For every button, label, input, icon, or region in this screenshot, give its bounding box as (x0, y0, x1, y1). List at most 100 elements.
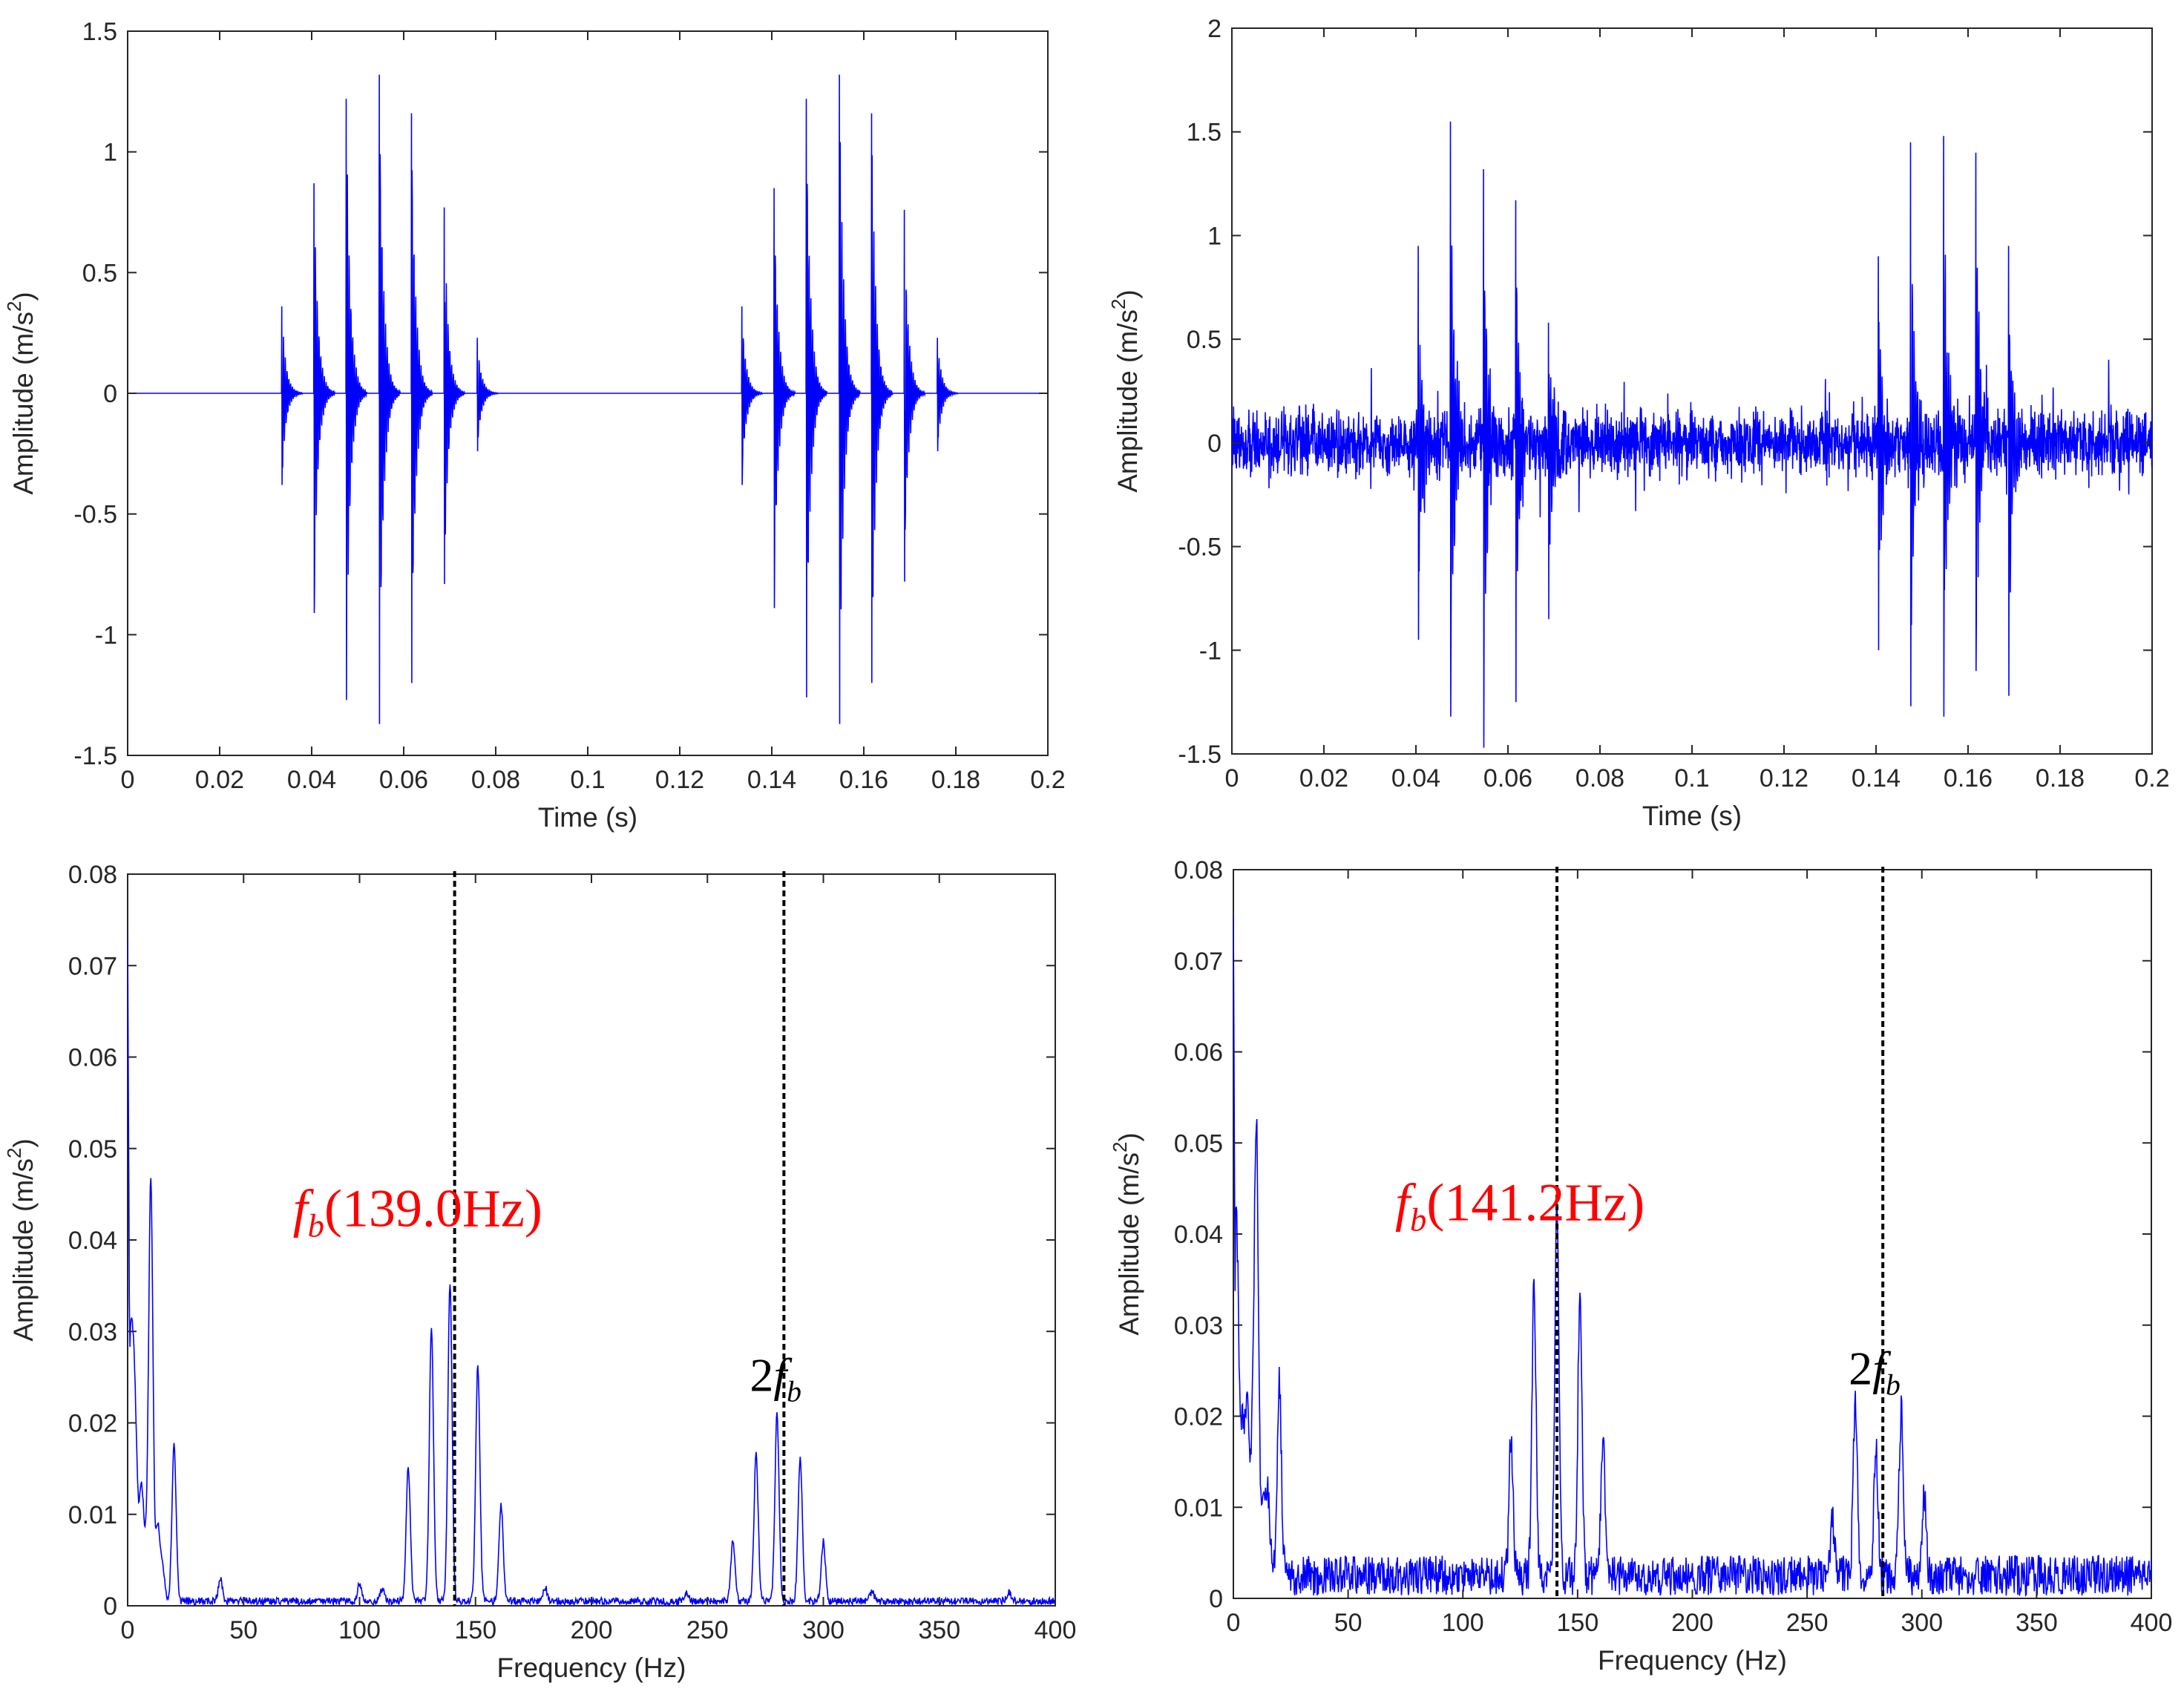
y-tick-label: -0.5 (1178, 534, 1221, 562)
x-tick-label: 0.1 (570, 766, 605, 794)
y-tick-label: -1 (1199, 637, 1221, 665)
x-tick-label: 0.16 (839, 766, 888, 794)
panel-time-domain-clean: 0 0.02 0.04 0.06 0.08 0.1 0.12 0.14 0.16 0.18 0.2 -… (3, 18, 1066, 833)
axes-box (127, 873, 1056, 1607)
y-tick-label: 1 (103, 139, 117, 167)
y-tick-label: 0.05 (1174, 1129, 1223, 1158)
x-tick-label: 0.02 (1299, 764, 1348, 793)
x-tick-label: 0.14 (747, 766, 796, 794)
annotation-sub: b (308, 1207, 324, 1244)
x-tick-label: 250 (1786, 1609, 1829, 1637)
y-tick-label: 0.06 (68, 1044, 117, 1072)
x-tick-label: 0.06 (379, 766, 428, 794)
x-tick-label: 400 (2131, 1609, 2173, 1637)
panel-spectrum-clean: 0 50 100 150 200 250 300 350 400 0 0.01 0.02 0.03 0.0… (3, 861, 1076, 1683)
panel-time-domain-noisy: 0 0.02 0.04 0.06 0.08 0.1 0.12 0.14 0.16 0.18 0.2 -… (1107, 15, 2170, 831)
x-tick-label: 0.02 (195, 766, 244, 794)
x-tick-label: 0.14 (1852, 764, 1901, 793)
axes-box (1233, 869, 2152, 1599)
y-axis-label: Amplitude (m/s2) (1109, 1132, 1144, 1336)
annotation-sub: b (1886, 1369, 1901, 1402)
x-tick-label: 300 (802, 1616, 845, 1644)
x-tick-label: 0.08 (1575, 764, 1624, 793)
x-tick-label: 0.16 (1944, 764, 1993, 793)
x-tick-label: 350 (918, 1616, 960, 1644)
x-tick-label: 0 (1227, 1609, 1241, 1637)
x-axis-label: Time (s) (1642, 801, 1742, 831)
y-axis-label: Amplitude (m/s2) (1107, 289, 1143, 493)
x-tick-label: 100 (338, 1616, 381, 1644)
annotation-prefix: 2 (750, 1348, 773, 1401)
x-axis-label: Time (s) (538, 802, 637, 833)
x-tick-label: 0.1 (1674, 764, 1709, 793)
data-line (128, 74, 1048, 724)
y-axis-label-sup: 2 (1109, 1142, 1131, 1152)
y-tick-label: 2 (1207, 15, 1221, 43)
annotation-prefix: 2 (1849, 1342, 1872, 1395)
x-tick-label: 0.2 (2134, 764, 2169, 793)
annotation-value: (141.2Hz) (1426, 1173, 1644, 1233)
x-tick-label: 200 (571, 1616, 613, 1644)
x-axis-label: Frequency (Hz) (1598, 1645, 1787, 1676)
y-tick-label: 0.07 (68, 952, 117, 980)
x-tick-label: 0.04 (287, 766, 336, 794)
annotation-fb: fb(141.2Hz) (1395, 1173, 1644, 1238)
x-tick-label: 0.12 (655, 766, 704, 794)
y-tick-label: 0.02 (68, 1410, 117, 1438)
x-tick-label: 0.08 (471, 766, 520, 794)
data-line (1233, 915, 2151, 1597)
x-tick-label: 0.2 (1030, 766, 1065, 794)
x-tick-label: 0.18 (2036, 764, 2085, 793)
x-tick-label: 0 (121, 1616, 135, 1644)
y-axis-label-base: Amplitude (m/s (8, 1158, 39, 1342)
y-tick-label: 0 (1207, 430, 1221, 458)
x-tick-label: 0 (1225, 764, 1239, 793)
annotation-fb: fb(139.0Hz) (293, 1179, 542, 1244)
y-tick-label: 0.01 (68, 1501, 117, 1529)
x-tick-label: 200 (1671, 1609, 1714, 1637)
y-tick-label: 0.06 (1174, 1039, 1223, 1067)
y-axis-label: Amplitude (m/s2) (3, 292, 39, 495)
y-axis-label-tail: ) (1112, 289, 1143, 298)
y-axis-label-tail: ) (1114, 1132, 1144, 1141)
x-tick-label: 0 (121, 766, 135, 794)
x-tick-label: 350 (2016, 1609, 2058, 1637)
y-tick-label: 0.08 (1174, 856, 1223, 885)
y-tick-label: 0.07 (1174, 948, 1223, 976)
x-tick-label: 100 (1442, 1609, 1484, 1637)
y-axis-label-sup: 2 (3, 1148, 25, 1158)
y-tick-label: 0.5 (1187, 326, 1221, 354)
y-tick-label: -0.5 (73, 501, 117, 529)
x-tick-label: 50 (1334, 1609, 1362, 1637)
x-tick-label: 400 (1034, 1616, 1077, 1644)
y-tick-label: 0.02 (1174, 1403, 1223, 1431)
annotation-value: (139.0Hz) (324, 1179, 542, 1238)
axes-box (1231, 27, 2153, 755)
y-axis-label: Amplitude (m/s2) (3, 1138, 39, 1342)
y-tick-label: 1.5 (82, 18, 117, 46)
x-tick-label: 150 (454, 1616, 496, 1644)
y-axis-label-sup: 2 (1107, 299, 1129, 309)
x-tick-label: 150 (1557, 1609, 1599, 1637)
x-tick-label: 300 (1901, 1609, 1943, 1637)
data-line (1232, 121, 2152, 748)
y-tick-label: 0.04 (1174, 1221, 1223, 1249)
y-axis-label-sup: 2 (3, 301, 25, 312)
y-tick-label: 0.01 (1174, 1494, 1223, 1522)
x-axis-label: Frequency (Hz) (497, 1653, 686, 1683)
y-axis-label-base: Amplitude (m/s (8, 312, 39, 495)
y-axis-label-tail: ) (8, 292, 39, 301)
x-tick-label: 0.18 (931, 766, 980, 794)
x-tick-label: 0.06 (1483, 764, 1532, 793)
y-tick-label: 0 (103, 1592, 117, 1621)
y-tick-label: 1.5 (1187, 119, 1221, 147)
y-tick-label: 0.5 (82, 259, 117, 287)
y-tick-label: 0.03 (1174, 1312, 1223, 1340)
x-tick-label: 0.12 (1760, 764, 1808, 793)
y-tick-label: 0.04 (68, 1227, 117, 1255)
y-tick-label: 0 (1209, 1585, 1223, 1613)
y-axis-label-tail: ) (8, 1138, 39, 1147)
x-tick-label: 0.04 (1391, 764, 1440, 793)
y-tick-label: -1.5 (73, 742, 117, 770)
